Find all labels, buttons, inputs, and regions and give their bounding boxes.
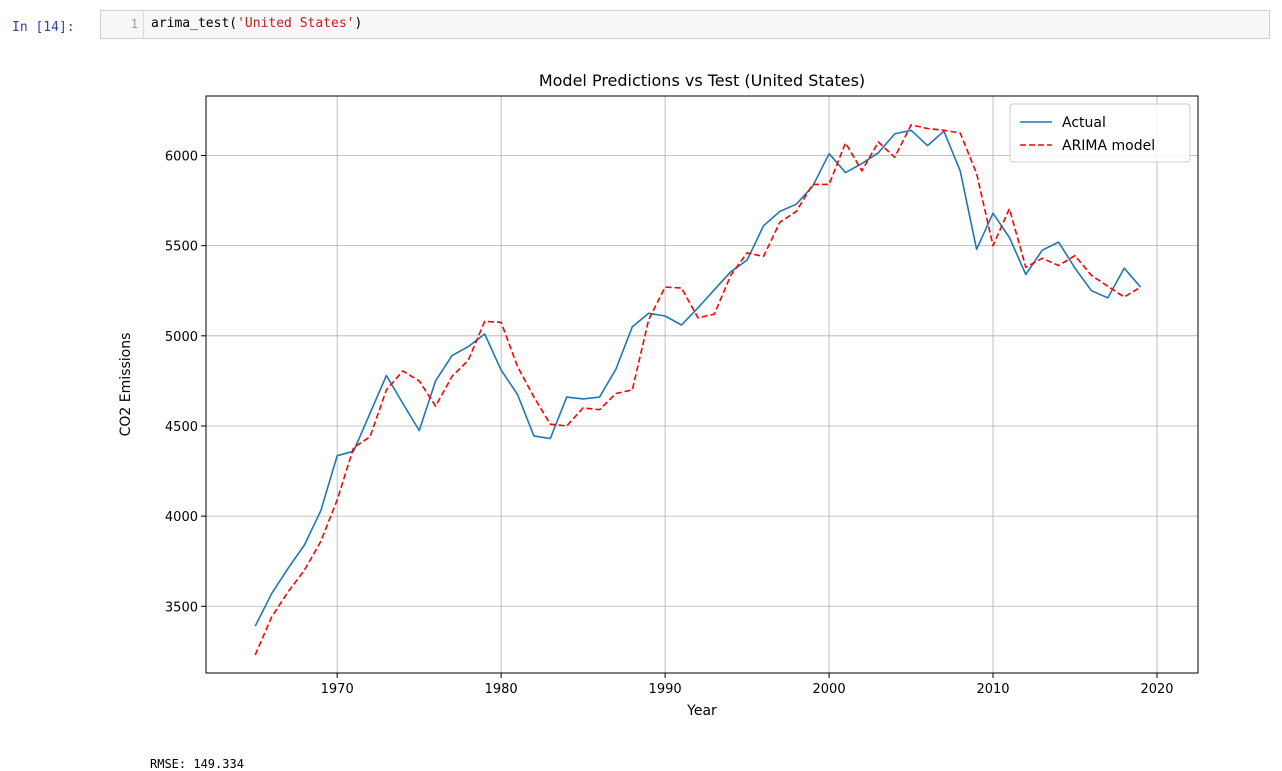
x-tick-label: 2010 [976,682,1009,697]
code-function-call: arima_test( [151,16,238,31]
y-tick-label: 4500 [165,420,198,435]
x-tick-label: 1980 [485,682,518,697]
x-tick-label: 1970 [321,682,354,697]
line-chart: 1970 1980 1990 2000 2010 2020 3500 4000 4500 5000… [118,71,1199,719]
line-number-gutter [101,11,144,38]
legend-label: ARIMA model [1062,138,1155,154]
y-tick-label: 3500 [165,600,198,615]
legend-box [1009,103,1191,163]
y-tick-label: 5000 [165,330,198,345]
code-line[interactable]: arima_test('United States') [151,16,362,31]
plot-frame [205,95,1199,674]
x-tick-label: 2020 [1140,682,1173,697]
code-string-argument: 'United States' [237,16,355,31]
y-axis-label: CO2 Emissions [118,333,134,437]
series-line-actual [254,129,1142,627]
x-axis-label: Year [686,703,717,719]
legend-label: Actual [1062,115,1106,131]
y-tick-label: 6000 [165,150,198,165]
cell-output-area: 1970 1980 1990 2000 2010 2020 3500 4000 4500 5000… [100,58,1280,770]
chart-title: Model Predictions vs Test (United States… [539,71,865,90]
y-tick-label: 5500 [165,240,198,255]
y-tick-label: 4000 [165,510,198,525]
cell-prompt: In [14]: [12,20,75,35]
code-cell-input[interactable]: 1 arima_test('United States') [100,10,1270,39]
x-tick-label: 1990 [649,682,682,697]
series-line-arima-model [254,124,1142,656]
line-number: 1 [130,17,138,31]
code-close-paren: ) [354,16,363,31]
x-tick-label: 2000 [813,682,846,697]
rmse-output-text: RMSE: 149.334 [150,757,244,771]
